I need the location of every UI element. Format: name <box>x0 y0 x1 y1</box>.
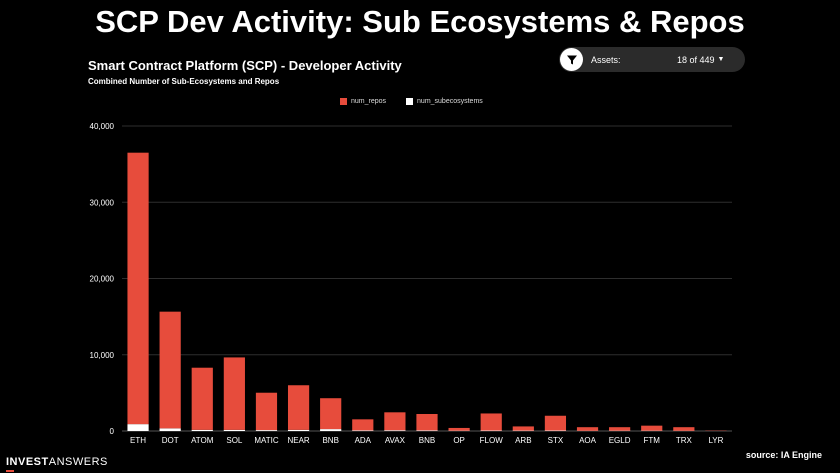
x-tick-label: BNB <box>419 436 435 445</box>
bar-subecosystems[interactable] <box>159 428 181 431</box>
bar-repos[interactable] <box>287 385 310 430</box>
bar-subecosystems[interactable] <box>352 430 374 431</box>
bar-subecosystems[interactable] <box>127 424 149 431</box>
bar-repos[interactable] <box>223 357 245 430</box>
legend-swatch-repos <box>340 98 347 105</box>
x-tick-label: AVAX <box>385 436 406 445</box>
x-tick-label: FLOW <box>480 436 504 445</box>
bar-repos[interactable] <box>576 427 599 431</box>
legend-item-repos[interactable]: num_repos <box>340 98 386 105</box>
bar-subecosystems[interactable] <box>320 429 342 431</box>
y-tick-label: 0 <box>110 427 115 436</box>
y-tick-label: 40,000 <box>90 122 115 131</box>
chart-title: Smart Contract Platform (SCP) - Develope… <box>88 58 402 73</box>
bar-repos[interactable] <box>448 427 470 431</box>
legend-label-subecosystems: num_subecosystems <box>417 98 483 105</box>
x-tick-label: BNB <box>322 436 338 445</box>
x-tick-label: OP <box>453 436 465 445</box>
investanswers-logo: INVESTANSWERS <box>6 456 108 468</box>
x-tick-label: NEAR <box>287 436 309 445</box>
legend-item-subecosystems[interactable]: num_subecosystems <box>406 98 483 105</box>
assets-label: Assets: <box>591 54 621 65</box>
y-tick-label: 20,000 <box>90 275 115 284</box>
x-tick-label: MATIC <box>254 436 279 445</box>
bar-repos[interactable] <box>384 412 406 431</box>
bar-subecosystems[interactable] <box>223 429 245 431</box>
x-tick-label: LYR <box>708 436 723 445</box>
bar-repos[interactable] <box>159 311 181 429</box>
bar-repos[interactable] <box>544 415 567 431</box>
x-tick-label: TRX <box>676 436 693 445</box>
bar-repos[interactable] <box>480 413 502 431</box>
x-tick-label: SOL <box>226 436 243 445</box>
assets-filter[interactable]: Assets: 18 of 449 ▼ <box>559 47 745 72</box>
bar-repos[interactable] <box>255 392 278 431</box>
logo-part-invest: INVEST <box>6 456 49 468</box>
legend-swatch-subecosystems <box>406 98 414 105</box>
bar-repos[interactable] <box>416 413 438 431</box>
chevron-down-icon[interactable]: ▼ <box>717 56 725 63</box>
chart-legend: num_repos num_subecosystems <box>340 98 497 105</box>
x-tick-label: ETH <box>130 436 146 445</box>
bar-repos[interactable] <box>673 427 695 431</box>
bar-subecosystems[interactable] <box>384 430 406 431</box>
bar-subecosystems[interactable] <box>287 429 310 431</box>
bar-repos[interactable] <box>641 425 663 431</box>
chart-subtitle: Combined Number of Sub-Ecosystems and Re… <box>88 77 280 86</box>
y-tick-label: 30,000 <box>90 198 115 207</box>
x-tick-label: FTM <box>644 436 661 445</box>
x-tick-label: STX <box>548 436 564 445</box>
bar-repos[interactable] <box>352 419 374 431</box>
x-tick-label: AOA <box>579 436 597 445</box>
bar-subecosystems[interactable] <box>255 430 278 431</box>
logo-accent-bar <box>6 470 14 472</box>
bar-repos[interactable] <box>127 152 149 425</box>
filter-icon[interactable] <box>560 48 583 71</box>
legend-label-repos: num_repos <box>351 98 387 105</box>
source-note: source: IA Engine <box>745 450 822 460</box>
bar-subecosystems[interactable] <box>191 429 213 431</box>
bar-repos[interactable] <box>191 367 213 430</box>
x-tick-label: DOT <box>162 436 179 445</box>
x-tick-label: ARB <box>515 436 531 445</box>
bar-repos[interactable] <box>320 398 342 430</box>
bar-repos[interactable] <box>609 427 631 431</box>
x-tick-label: EGLD <box>609 436 631 445</box>
x-tick-label: ADA <box>355 436 372 445</box>
bar-subecosystems[interactable] <box>416 430 438 431</box>
logo-part-answers: ANSWERS <box>48 456 108 468</box>
bar-repos[interactable] <box>512 426 534 431</box>
x-tick-label: ATOM <box>191 436 214 445</box>
assets-count[interactable]: 18 of 449 <box>677 54 715 65</box>
y-tick-label: 10,000 <box>90 351 115 360</box>
slide-title: SCP Dev Activity: Sub Ecosystems & Repos <box>95 4 745 39</box>
